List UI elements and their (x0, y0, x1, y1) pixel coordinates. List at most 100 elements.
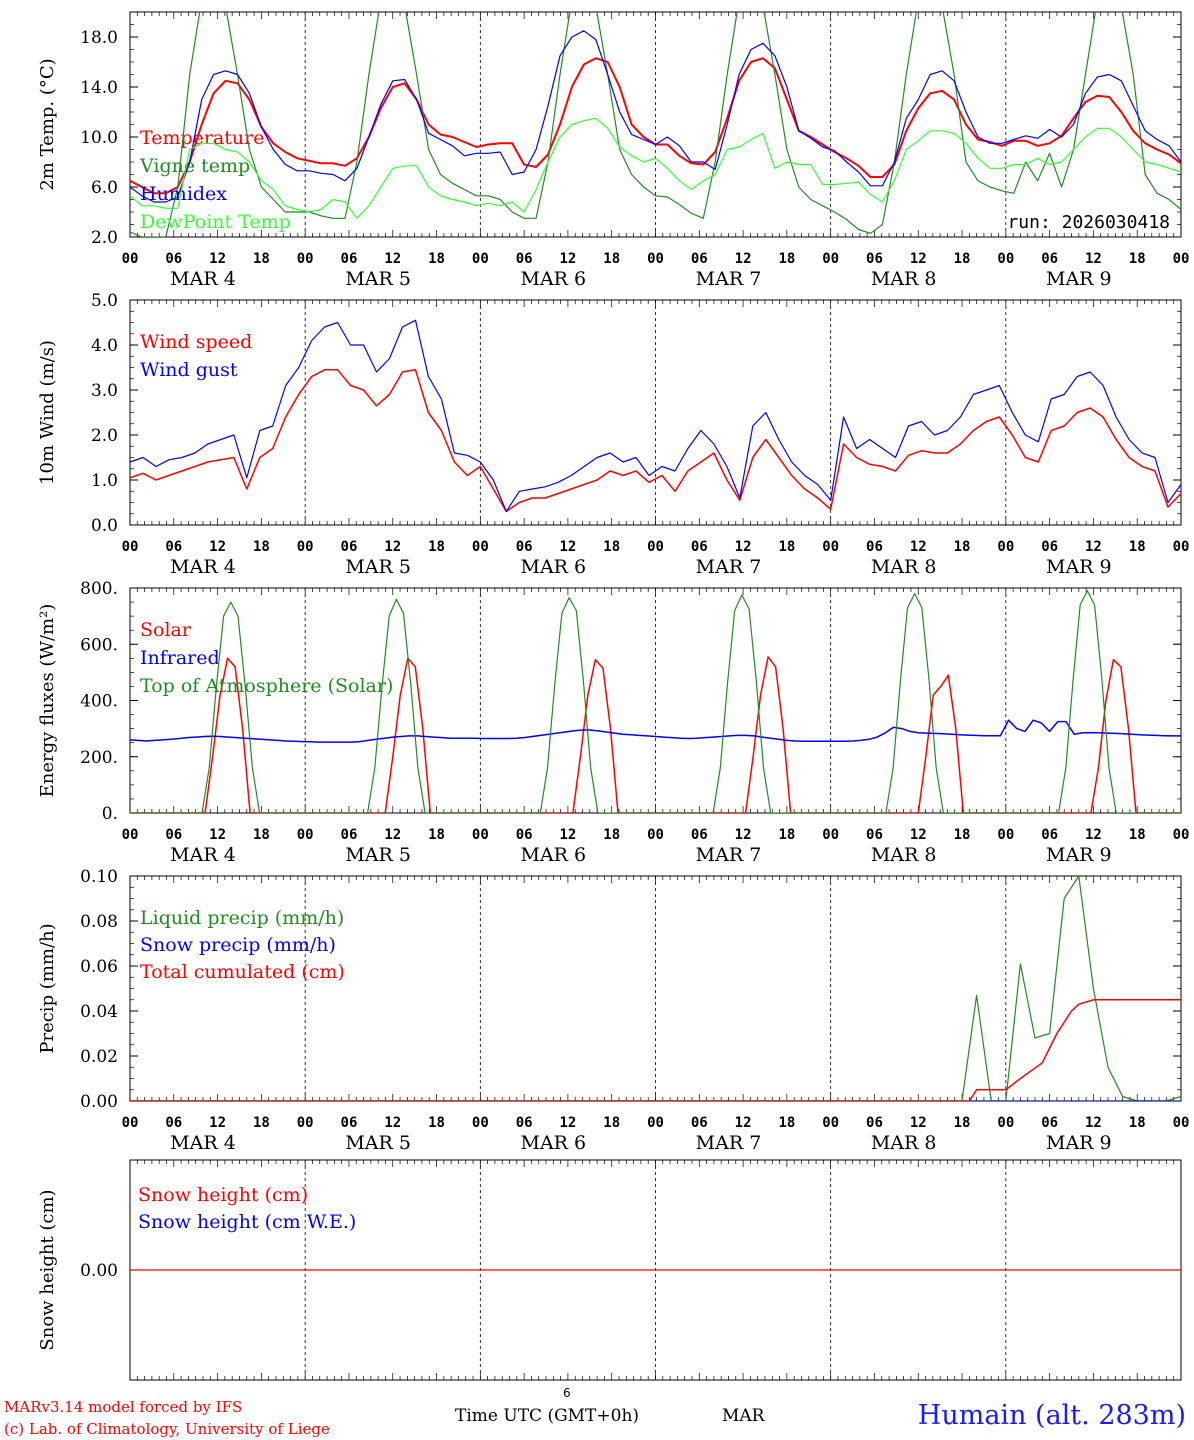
x-tick-label: 00 (122, 827, 139, 843)
x-tick-label: 06 (341, 1115, 358, 1131)
panel-3: 0. 200. 400. 600. 800. Energy fluxes (W/m²) 00… (37, 579, 1189, 866)
x-tick-label: 18 (603, 251, 620, 267)
x-tick-label: 12 (559, 1115, 576, 1131)
series-line-infrared (130, 719, 1181, 743)
y-tick-label: 4.0 (91, 336, 118, 356)
y-tick-label: 18.0 (80, 28, 118, 48)
x-tick-label: 00 (472, 539, 489, 555)
x-tick-label: 18 (954, 1115, 971, 1131)
x-tick-label: 00 (997, 1115, 1014, 1131)
x-tick-label: 06 (516, 539, 533, 555)
x-tick-label: 12 (735, 827, 752, 843)
series-line-wind-speed (130, 369, 1181, 513)
y-tick-label: 10.0 (80, 128, 118, 148)
legend-entry: Infrared (140, 647, 220, 669)
series-line-wind-gust (130, 319, 1181, 513)
x-tick-label: 18 (428, 1115, 445, 1131)
x-tick-label: 06 (1041, 1115, 1058, 1131)
y-tick-label: 5.0 (91, 291, 118, 311)
x-day-label: MAR 4 (170, 1132, 236, 1154)
x-tick-label: 18 (428, 251, 445, 267)
x-tick-label: 06 (516, 1115, 533, 1131)
y-tick-label: 6.0 (91, 178, 118, 198)
y-tick-label: 800. (80, 579, 118, 599)
x-tick-label: 18 (603, 827, 620, 843)
legend-entry: Wind gust (140, 359, 238, 381)
x-tick-label: 06 (341, 827, 358, 843)
x-tick-label: 06 (165, 827, 182, 843)
x-day-label: MAR 4 (170, 556, 236, 578)
panel-1: 2.0 6.0 10.0 14.0 18.0 2m Temp. (°C) 00 06 12 18 0… (37, 11, 1189, 290)
x-tick-label: 00 (997, 251, 1014, 267)
legend-entry: Top of Atmosphere (Solar) (140, 675, 393, 697)
x-tick-label: 18 (778, 827, 795, 843)
panel-5: 0.00 Snow height (cm) Snow height (cm) Snow… (37, 1159, 1182, 1381)
y-tick-label: 3.0 (91, 381, 118, 401)
x-day-label: MAR 6 (521, 844, 587, 866)
y-tick-label: 2.0 (91, 228, 118, 248)
y-tick-label: 2.0 (91, 426, 118, 446)
x-tick-label: 12 (209, 539, 226, 555)
x-tick-label: 00 (1173, 827, 1190, 843)
x-tick-label: 06 (691, 827, 708, 843)
plot-frame (129, 587, 1182, 814)
series-line-humidex (130, 30, 1181, 203)
x-tick-label: 12 (910, 827, 927, 843)
x-tick-label: 12 (735, 539, 752, 555)
legend-entry: Temperature (140, 127, 264, 149)
x-tick-label: 00 (297, 1115, 314, 1131)
x-tick-label: 06 (341, 251, 358, 267)
x-tick-label: 00 (472, 1115, 489, 1131)
legend-entry: Liquid precip (mm/h) (140, 907, 344, 929)
x-day-label: MAR 9 (1046, 844, 1112, 866)
x-tick-label: 18 (603, 539, 620, 555)
x-tick-label: 06 (691, 251, 708, 267)
x-tick-label: 00 (1173, 1115, 1190, 1131)
x-tick-label: 06 (866, 1115, 883, 1131)
legend-entry: Solar (140, 619, 192, 641)
x-day-label: MAR 7 (696, 844, 762, 866)
x-day-label: MAR 7 (696, 268, 762, 290)
series-line-vigne-temp (130, 12, 1181, 237)
y-tick-label: 0.10 (80, 867, 118, 887)
run-annotation: run: 2026030418 (1007, 212, 1170, 233)
x-tick-label: 12 (735, 1115, 752, 1131)
y-tick-label: 0.04 (80, 1002, 118, 1022)
x-tick-label: 12 (384, 827, 401, 843)
x-day-label: MAR 4 (170, 268, 236, 290)
x-day-label: MAR 6 (521, 556, 587, 578)
panel-4: 0.00 0.02 0.04 0.06 0.08 0.10 Precip (mm/h) 00 0… (37, 867, 1189, 1154)
x-tick-label: 00 (997, 539, 1014, 555)
x-tick-label: 06 (1041, 539, 1058, 555)
y-tick-label: 0.06 (80, 957, 118, 977)
x-day-label: MAR 9 (1046, 268, 1112, 290)
x-tick-label: 00 (822, 1115, 839, 1131)
x-axis-month: MAR (722, 1406, 765, 1426)
x-mid-number: 6 (563, 1386, 571, 1400)
y-tick-label: 400. (80, 692, 118, 712)
y-tick-label: 14.0 (80, 78, 118, 98)
x-tick-label: 12 (384, 539, 401, 555)
y-tick-label: 600. (80, 635, 118, 655)
x-day-label: MAR 8 (871, 1132, 937, 1154)
x-tick-label: 18 (1129, 539, 1146, 555)
y-tick-label: 0.02 (80, 1047, 118, 1067)
x-tick-label: 06 (866, 539, 883, 555)
x-tick-label: 06 (1041, 827, 1058, 843)
x-day-label: MAR 8 (871, 556, 937, 578)
series-line-liquid-precip-mm-h- (130, 876, 1181, 1101)
legend-entry: Vigne temp (139, 155, 250, 177)
x-day-label: MAR 8 (871, 268, 937, 290)
legend-entry: Wind speed (140, 331, 252, 353)
x-tick-label: 00 (297, 539, 314, 555)
y-tick-label: 200. (80, 748, 118, 768)
x-tick-label: 00 (1173, 539, 1190, 555)
x-tick-label: 12 (209, 827, 226, 843)
x-day-label: MAR 9 (1046, 556, 1112, 578)
panel-2: 0.0 1.0 2.0 3.0 4.0 5.0 10m Wind (m/s) 00 06 12 18… (37, 291, 1189, 578)
x-tick-label: 06 (165, 539, 182, 555)
legend-entry: DewPoint Temp (140, 211, 291, 233)
x-day-label: MAR 5 (345, 268, 411, 290)
x-tick-label: 12 (1085, 539, 1102, 555)
